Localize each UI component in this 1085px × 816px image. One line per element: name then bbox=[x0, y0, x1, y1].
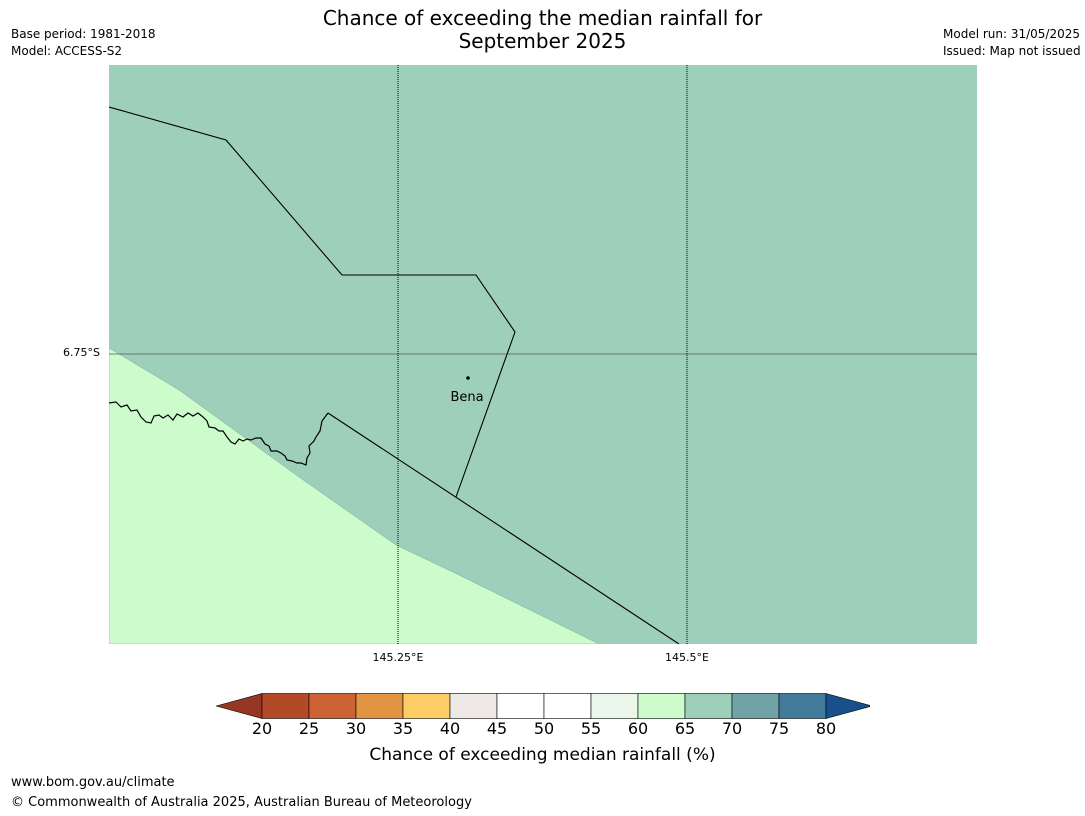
footer-copyright: © Commonwealth of Australia 2025, Austra… bbox=[11, 795, 472, 810]
footer-url: www.bom.gov.au/climate bbox=[11, 775, 175, 790]
colorbar-tick-label: 75 bbox=[768, 719, 790, 738]
colorbar-tick-label: 35 bbox=[392, 719, 414, 738]
colorbar-swatch bbox=[731, 693, 780, 719]
title-line-1: Chance of exceeding the median rainfall … bbox=[322, 6, 763, 30]
colorbar-tick-label: 25 bbox=[298, 719, 320, 738]
colorbar-swatch bbox=[402, 693, 451, 719]
region-boundary bbox=[109, 106, 516, 498]
colorbar-swatch bbox=[590, 693, 639, 719]
colorbar-tick-label: 20 bbox=[251, 719, 273, 738]
map-title: Chance of exceeding the median rainfall … bbox=[0, 7, 1085, 53]
rainfall-map: Bena bbox=[109, 65, 977, 644]
longitude-label-145-5: 145.5°E bbox=[665, 651, 709, 664]
colorbar-tick-label: 80 bbox=[815, 719, 837, 738]
colorbar-label: Chance of exceeding median rainfall (%) bbox=[369, 745, 716, 765]
colorbar-extend-low bbox=[216, 693, 263, 719]
colorbar bbox=[216, 693, 870, 719]
colorbar-swatch bbox=[778, 693, 827, 719]
town-marker bbox=[466, 376, 470, 380]
model-run: Model run: 31/05/2025 bbox=[943, 27, 1081, 41]
colorbar-tick-label: 60 bbox=[627, 719, 649, 738]
colorbar-tick-label: 65 bbox=[674, 719, 696, 738]
colorbar-tick-label: 45 bbox=[486, 719, 508, 738]
colorbar-extend-high bbox=[825, 693, 870, 719]
colorbar-swatch bbox=[308, 693, 357, 719]
colorbar-swatch bbox=[261, 693, 310, 719]
colorbar-tick-label: 50 bbox=[533, 719, 555, 738]
coastline bbox=[109, 401, 329, 466]
region-boundary-south bbox=[327, 412, 680, 644]
model-name: Model: ACCESS-S2 bbox=[11, 44, 123, 58]
longitude-label-145-25: 145.25°E bbox=[372, 651, 424, 664]
colorbar-tick-label: 40 bbox=[439, 719, 461, 738]
base-period: Base period: 1981-2018 bbox=[11, 27, 156, 41]
model-info: Base period: 1981-2018 Model: ACCESS-S2 bbox=[11, 26, 156, 60]
colorbar-tick-label: 30 bbox=[345, 719, 367, 738]
latitude-label: 6.75°S bbox=[63, 346, 100, 359]
title-line-2: September 2025 bbox=[458, 29, 627, 53]
colorbar-swatch bbox=[543, 693, 592, 719]
colorbar-swatch bbox=[496, 693, 545, 719]
probability-region-60-65 bbox=[109, 347, 600, 644]
colorbar-swatch bbox=[449, 693, 498, 719]
town-label: Bena bbox=[450, 390, 483, 405]
colorbar-swatch bbox=[637, 693, 686, 719]
colorbar-tick-label: 55 bbox=[580, 719, 602, 738]
colorbar-swatch bbox=[355, 693, 404, 719]
colorbar-swatch bbox=[684, 693, 733, 719]
run-info: Model run: 31/05/2025 Issued: Map not is… bbox=[943, 26, 1081, 60]
issued-status: Issued: Map not issued bbox=[943, 44, 1081, 58]
colorbar-tick-label: 70 bbox=[721, 719, 743, 738]
